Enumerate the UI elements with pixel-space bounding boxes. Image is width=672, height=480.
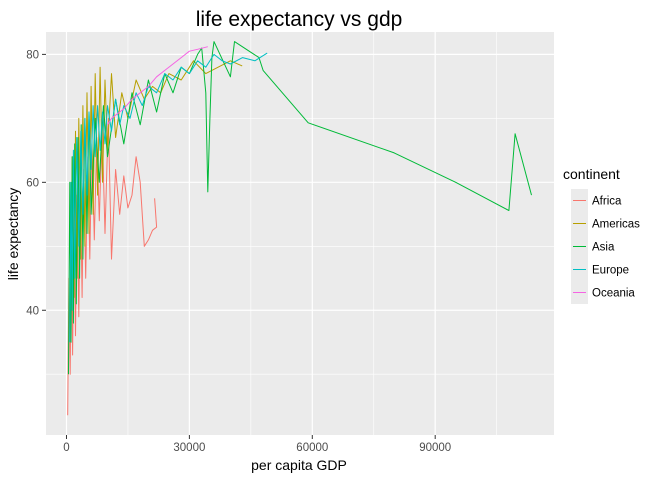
x-tick-label: 0 [63,442,69,454]
series-line-asia [68,41,532,375]
x-axis-title: per capita GDP [251,457,347,473]
legend-label-oceania: Oceania [592,288,635,300]
x-tick-label: 60000 [296,442,328,454]
y-axis-title: life expectancy [5,188,21,281]
legend: continent Africa Americas Asia Europe Oceani… [563,166,640,304]
legend-label-europe: Europe [592,265,629,277]
legend-title: continent [563,166,620,182]
chart-title: life expectancy vs gdp [196,8,403,31]
plot-panel [46,32,554,435]
y-tick-label: 40 [26,305,39,317]
axis-ticks: 0 30000 60000 90000 40 60 80 [26,49,451,454]
legend-label-americas: Americas [592,219,640,231]
y-tick-label: 80 [26,49,39,61]
x-tick-label: 30000 [173,442,205,454]
y-tick-label: 60 [26,177,39,189]
major-gridlines [46,32,554,435]
x-tick-label: 90000 [419,442,451,454]
minor-gridlines [46,32,554,435]
legend-label-asia: Asia [592,242,615,254]
series-line-oceania [107,46,208,126]
series-line-europe [69,52,268,343]
legend-label-africa: Africa [592,196,622,208]
series-lines [67,41,532,416]
